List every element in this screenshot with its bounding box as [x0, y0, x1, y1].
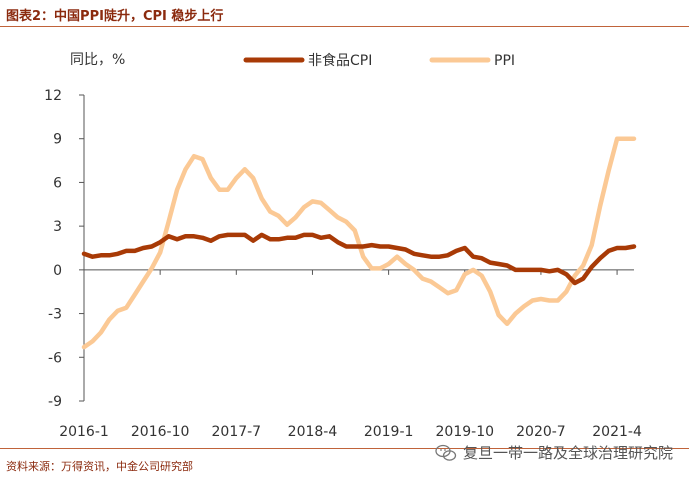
- source-note: 资料来源：万得资讯，中金公司研究部: [6, 460, 193, 473]
- series-line-ppi: [81, 136, 637, 350]
- chart-legend: 非食品CPI PPI: [243, 52, 515, 69]
- x-tick-label: 2019-1: [364, 424, 414, 440]
- y-tick-label: -6: [48, 350, 62, 366]
- wechat-icon: [435, 444, 457, 461]
- y-tick-label: 12: [44, 88, 62, 104]
- legend-label: 非食品CPI: [308, 52, 372, 69]
- y-tick-label: 3: [53, 219, 62, 235]
- y-tick-label: 6: [53, 175, 62, 191]
- series-line-cpi: [81, 232, 637, 286]
- x-tick-label: 2017-7: [212, 424, 262, 440]
- x-tick-label: 2016-10: [131, 424, 190, 440]
- watermark-text: 复旦一带一路及全球治理研究院: [462, 444, 673, 462]
- title-divider: [0, 26, 689, 27]
- y-axis-label: 同比，%: [70, 52, 125, 68]
- y-tick-label: 9: [53, 132, 62, 148]
- chart-series: [81, 136, 637, 350]
- x-tick-label: 2021-4: [592, 424, 642, 440]
- figure-title: 图表2：中国PPI陡升，CPI 稳步上行: [6, 9, 224, 24]
- y-tick-label: 0: [53, 263, 62, 279]
- legend-label: PPI: [494, 53, 515, 69]
- x-tick-label: 2020-7: [516, 424, 566, 440]
- x-tick-label: 2016-1: [59, 424, 109, 440]
- x-tick-label: 2019-10: [436, 424, 495, 440]
- y-tick-label: -3: [48, 307, 62, 323]
- line-chart: -9 -6 -3 0 3 6 9 12 2016-1 2016-10 2017-7 2018-4 201…: [44, 52, 642, 440]
- x-tick-label: 2018-4: [288, 424, 338, 440]
- y-tick-label: -9: [48, 394, 62, 410]
- chart-axes: -9 -6 -3 0 3 6 9 12 2016-1 2016-10 2017-7 2018-4 201…: [44, 88, 642, 440]
- watermark: 复旦一带一路及全球治理研究院: [435, 442, 673, 463]
- footer-divider: [0, 448, 689, 449]
